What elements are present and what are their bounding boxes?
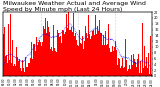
Text: Milwaukee Weather Actual and Average Wind Speed by Minute mph (Last 24 Hours): Milwaukee Weather Actual and Average Win… <box>3 1 146 12</box>
